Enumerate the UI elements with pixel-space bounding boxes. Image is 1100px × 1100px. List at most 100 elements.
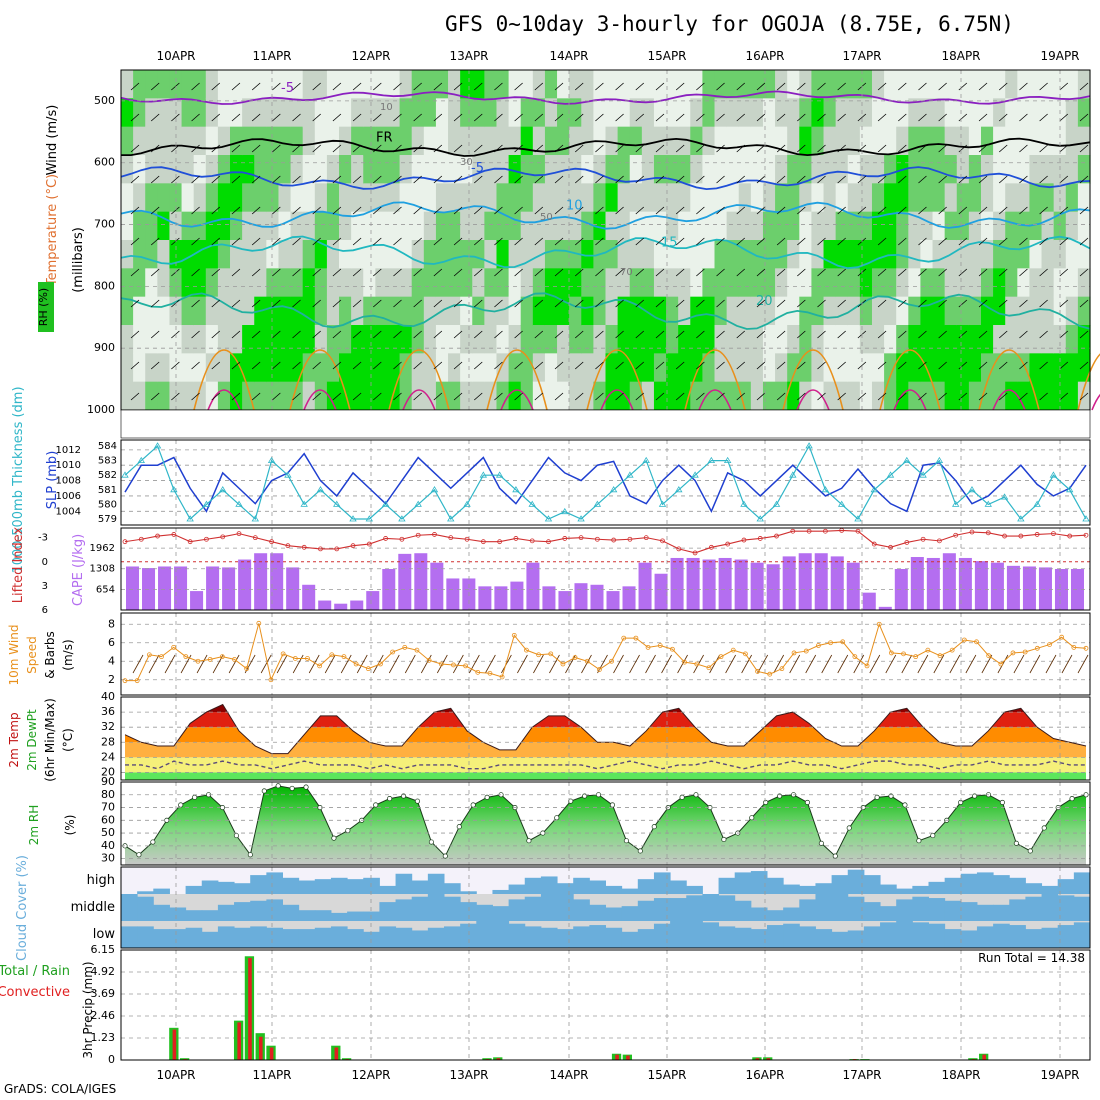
rh-shade-cell	[1065, 325, 1079, 354]
wind-barb	[1059, 361, 1069, 370]
wind-barb	[595, 268, 604, 277]
thickness-marker	[968, 486, 976, 493]
wind-speed-marker	[645, 644, 651, 650]
rh-shade-cell	[411, 296, 425, 326]
rh-shade-cell	[932, 183, 946, 213]
wind-barb	[716, 82, 725, 91]
wind-barb	[1039, 392, 1048, 401]
wind-barb	[171, 392, 180, 401]
rh-marker	[554, 815, 560, 821]
wind-barb	[130, 330, 140, 339]
wind-barb	[554, 268, 564, 277]
rh-shade-cell	[230, 70, 243, 99]
rh-shade-cell	[423, 381, 437, 411]
panel-frame	[120, 781, 1091, 866]
day-label: 12APR	[351, 49, 390, 63]
thickness-marker	[267, 456, 276, 464]
wind-barb	[494, 206, 503, 215]
wind-barb-10m	[485, 654, 496, 674]
rh-shade-cell	[278, 240, 292, 269]
wind-speed-marker	[292, 656, 298, 661]
rh-shade-cell	[532, 268, 546, 298]
rh-shade-cell	[435, 268, 449, 298]
precip-convective-bar	[755, 1058, 760, 1060]
rh-shade-cell	[302, 98, 316, 128]
rh-shade-cell	[496, 325, 510, 354]
rh-shade-cell	[884, 70, 897, 99]
rh-shade-cell	[351, 70, 364, 99]
rh-marker	[136, 852, 142, 858]
cloud-cell	[1073, 896, 1091, 921]
rh-shade-cell	[569, 240, 582, 269]
rh-marker	[247, 852, 253, 858]
wind-barb	[150, 144, 160, 153]
wind-barb	[837, 299, 846, 308]
wind-barb	[817, 392, 826, 401]
wind-barb	[231, 392, 241, 401]
temp-band	[125, 772, 1086, 780]
wind-barb-10m	[212, 654, 224, 674]
rh-shade-cell	[435, 381, 449, 411]
isotherm-label: -5	[281, 81, 294, 96]
cape-bar	[878, 606, 892, 610]
wind-barb	[837, 330, 846, 339]
wind-barb	[938, 82, 947, 91]
rh-marker	[902, 802, 908, 808]
wind-barb	[635, 113, 645, 122]
rh-shade-cell	[750, 211, 764, 241]
rh-shade-cell	[302, 183, 316, 213]
wind-barb	[413, 113, 422, 122]
wind-barb	[332, 361, 342, 370]
rh-shade-cell	[993, 211, 1006, 241]
wind-speed-marker	[219, 654, 225, 660]
tick-label: 50	[101, 826, 115, 839]
wind-speed-marker	[548, 651, 554, 657]
rh-shade-cell	[678, 240, 691, 269]
rh-shade-cell	[557, 98, 570, 128]
rh-shade-cell	[326, 211, 340, 241]
wind-barb	[998, 206, 1008, 215]
rh-shade-cell	[399, 381, 413, 411]
wind-barb	[756, 82, 766, 91]
cloud-cell	[750, 871, 768, 894]
wind-barb	[635, 392, 645, 401]
wind-speed-marker	[742, 651, 748, 657]
precip-legend-convective: Convective	[0, 985, 70, 1000]
wind-barb	[898, 361, 907, 370]
rh-shade-cell	[544, 70, 558, 99]
thickness-marker	[870, 486, 878, 493]
cloud-cell	[540, 927, 558, 948]
rh-shade-cell	[690, 381, 703, 411]
rh-shade-cell	[968, 268, 982, 298]
lifted-index-marker	[171, 532, 177, 537]
rh-shade-cell	[968, 126, 982, 156]
rh-shade-cell	[762, 381, 776, 411]
wind-barb	[978, 268, 988, 277]
tick-label: -3	[38, 533, 48, 544]
rh-shade-cell	[1017, 296, 1031, 326]
wind-barb	[776, 392, 786, 401]
wind-barb	[958, 82, 968, 91]
wind-barb	[352, 206, 362, 215]
cape-bar	[574, 583, 588, 610]
rh-shade-cell	[823, 126, 837, 156]
wind-speed-marker	[341, 654, 347, 660]
thickness-marker	[447, 515, 455, 522]
rh-shade-cell	[871, 155, 885, 184]
rh-shade-cell	[411, 268, 425, 298]
wind-barb	[736, 268, 746, 277]
tick-label: 0	[108, 1053, 115, 1066]
rh-shade-cell	[847, 268, 861, 298]
wind-barb	[675, 361, 685, 370]
wind-speed-marker	[475, 669, 481, 675]
cloud-cell	[137, 891, 154, 894]
wind-speed-marker	[670, 646, 675, 652]
wind-barb	[1039, 206, 1048, 215]
rh-shade-cell	[920, 70, 934, 99]
cape-bar	[686, 557, 700, 610]
lifted-index-marker	[138, 536, 144, 542]
y-axis-label-millibars: (millibars)	[71, 227, 86, 293]
cape-bar	[334, 603, 348, 610]
rh-shade-cell	[363, 381, 376, 411]
rh-shade-cell	[1041, 353, 1055, 383]
